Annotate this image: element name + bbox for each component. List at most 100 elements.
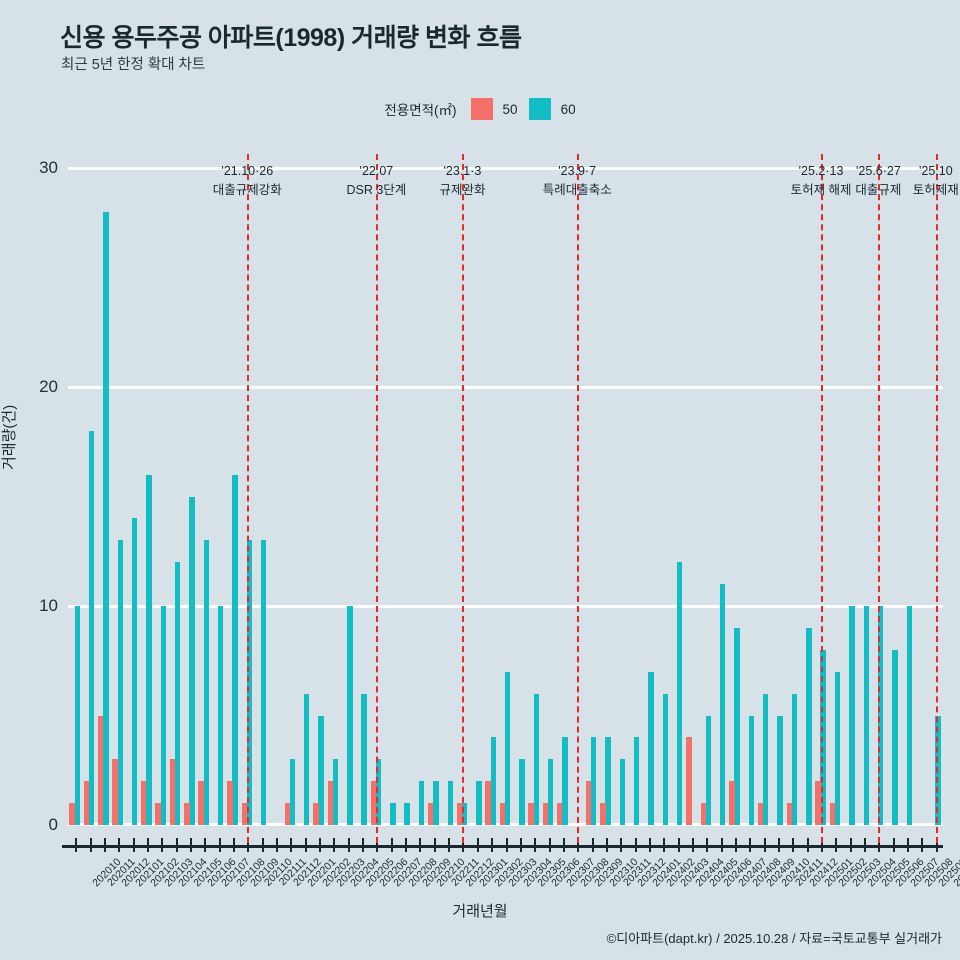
bar-60 <box>174 562 181 825</box>
x-axis-tick <box>505 838 508 852</box>
bar-60 <box>218 606 224 825</box>
x-axis-tick <box>362 838 365 852</box>
x-axis-title: 거래년월 <box>452 903 508 920</box>
event-label-3: '23.9·7 특례대출축소 <box>543 162 612 201</box>
bar-50 <box>729 781 735 825</box>
bar-50 <box>284 803 290 825</box>
bar-60 <box>863 606 869 825</box>
y-axis-tick-label: 20 <box>39 377 58 396</box>
event-text-6: 토허제재 <box>912 183 959 198</box>
x-axis-tick <box>146 838 149 852</box>
legend-item-60[interactable]: 60 <box>528 98 576 120</box>
bar-50 <box>542 803 549 825</box>
bar-60 <box>390 803 396 825</box>
bar-60 <box>547 759 554 825</box>
x-axis-tick <box>620 838 623 852</box>
bar-60 <box>533 693 539 825</box>
bar-60 <box>74 606 80 825</box>
x-axis-tick <box>448 838 451 852</box>
bar-50 <box>557 803 563 825</box>
bar-50 <box>600 803 606 825</box>
x-axis-tick <box>562 838 565 852</box>
x-axis-tick <box>577 838 580 852</box>
bar-60 <box>677 562 683 825</box>
bar-60 <box>117 540 123 825</box>
x-axis-tick <box>763 838 766 852</box>
x-axis-tick <box>534 838 537 852</box>
x-axis-tick <box>103 838 106 852</box>
x-axis-tick <box>548 838 551 852</box>
x-axis-tick <box>663 838 666 852</box>
event-date-5: '25.6·27 <box>856 164 901 178</box>
event-text-2: 규제완화 <box>439 183 486 198</box>
event-line-5 <box>878 154 881 843</box>
x-axis-tick <box>247 838 250 852</box>
bar-50 <box>485 781 491 825</box>
x-axis-tick <box>232 838 235 852</box>
y-axis-tick-labels: 0 10 20 30 <box>0 158 58 834</box>
bar-60 <box>261 540 267 825</box>
legend-label-60: 60 <box>560 101 576 117</box>
y-axis-tick-label: 0 <box>48 815 58 834</box>
bar-50 <box>499 803 506 825</box>
legend-swatch-50 <box>470 98 493 120</box>
event-label-4: '25.2·13 토허제 해제 <box>791 162 852 201</box>
event-text-3: 특례대출축소 <box>542 183 612 198</box>
bar-60 <box>461 803 468 825</box>
legend-title: 전용면적(㎡) <box>384 103 457 118</box>
bar-50 <box>241 803 247 825</box>
bar-60 <box>820 649 826 825</box>
bar-60 <box>806 627 812 825</box>
event-line-0 <box>247 154 250 843</box>
event-date-0: '21.10·26 <box>221 164 274 178</box>
x-axis-tick <box>864 838 867 852</box>
bar-60 <box>160 606 167 825</box>
bar-60 <box>935 715 941 825</box>
bar-60 <box>361 693 367 825</box>
x-axis-tick <box>118 838 121 852</box>
x-axis-tick <box>333 838 336 852</box>
bar-60 <box>791 693 798 825</box>
x-axis-tick <box>390 838 393 852</box>
x-axis-tick <box>691 838 694 852</box>
legend-swatch-60 <box>528 98 551 120</box>
gridline <box>68 166 943 170</box>
bar-50 <box>427 803 434 825</box>
event-line-2 <box>462 154 465 843</box>
chart-plot-area <box>68 154 943 843</box>
x-axis-tick <box>935 838 938 852</box>
bar-50 <box>83 781 90 825</box>
bar-60 <box>304 693 310 825</box>
legend-item-50[interactable]: 50 <box>470 98 518 120</box>
y-axis-tick-label: 10 <box>39 596 58 615</box>
event-line-4 <box>821 154 824 843</box>
bar-50 <box>829 803 835 825</box>
bar-60 <box>88 430 95 825</box>
bar-60 <box>906 606 912 825</box>
x-axis-tick <box>706 838 709 852</box>
bar-60 <box>777 715 783 825</box>
bar-50 <box>585 781 592 825</box>
x-axis-line <box>62 845 943 848</box>
x-axis-tick <box>218 838 221 852</box>
x-axis-tick <box>347 838 350 852</box>
x-axis-tick <box>433 838 436 852</box>
x-axis-tick <box>835 838 838 852</box>
x-axis-tick <box>806 838 809 852</box>
event-label-5: '25.6·27 대출규제 <box>855 162 901 201</box>
x-axis-tick <box>304 838 307 852</box>
bar-50 <box>370 781 376 825</box>
x-axis-tick <box>290 838 293 852</box>
x-axis-tick <box>175 838 178 852</box>
bar-60 <box>131 518 138 825</box>
event-label-1: '22.07 DSR 3단계 <box>346 162 406 201</box>
x-axis-tick <box>275 838 278 852</box>
page-title: 신용 용두주공 아파트(1998) 거래량 변화 흐름 <box>60 24 522 52</box>
y-axis-title: 거래량(건) <box>1 404 18 470</box>
event-text-1: DSR 3단계 <box>346 183 407 198</box>
bar-60 <box>490 737 496 825</box>
bar-60 <box>504 671 511 825</box>
x-axis-tick <box>519 838 522 852</box>
bar-60 <box>619 759 626 825</box>
x-axis-tick <box>89 838 92 852</box>
